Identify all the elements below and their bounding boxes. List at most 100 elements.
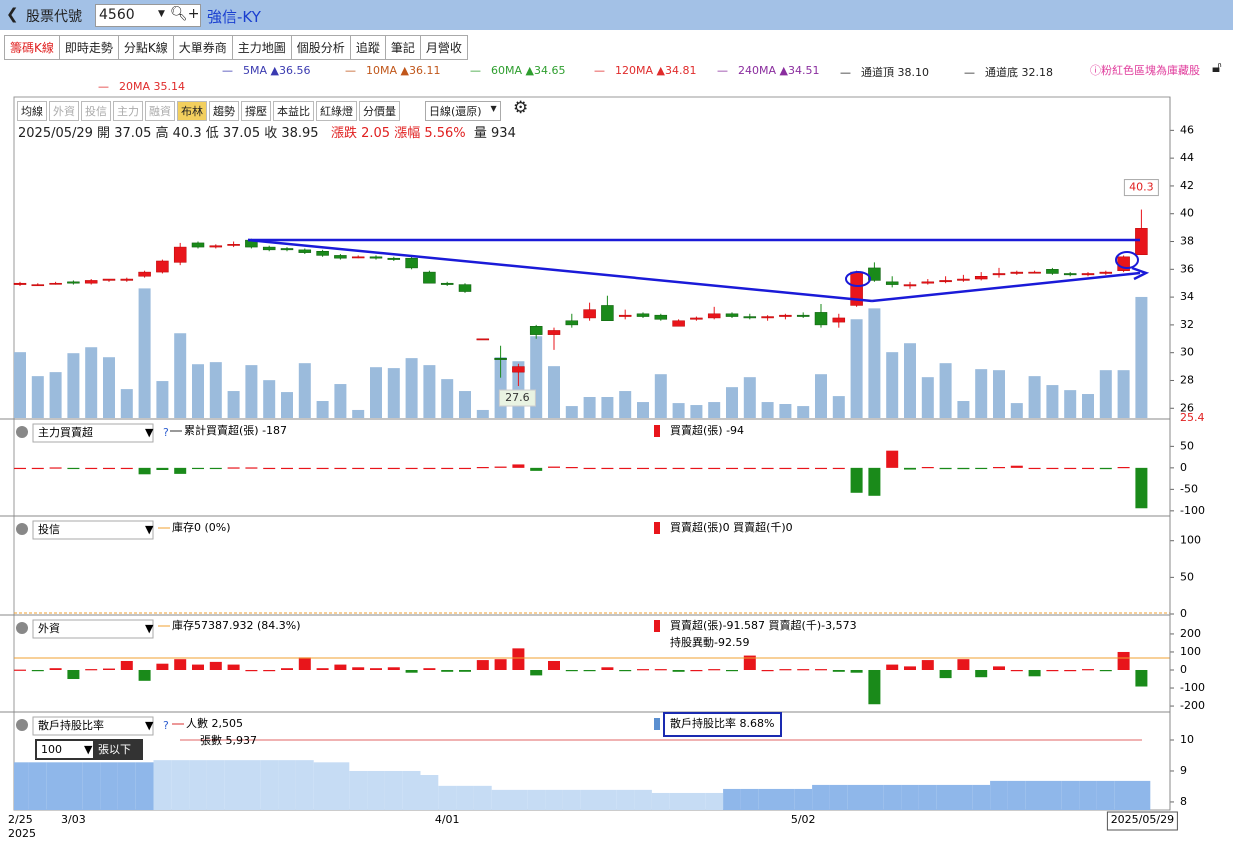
period-select[interactable]: 日線(還原) ▼: [425, 101, 501, 121]
toolbar-button[interactable]: 趨勢: [209, 101, 239, 121]
tab[interactable]: 分點K線: [117, 35, 173, 60]
volume-layer: [14, 288, 1148, 418]
volume-bar: [1099, 370, 1112, 418]
bar: [459, 467, 471, 470]
bar: [31, 467, 44, 470]
candle-body: [601, 305, 614, 321]
area-step: [100, 762, 118, 810]
bar: [103, 467, 115, 470]
candle-body: [423, 271, 436, 284]
settings-icon[interactable]: ⚙: [513, 98, 529, 118]
toolbar-button[interactable]: 撐壓: [241, 101, 271, 121]
bar: [921, 466, 934, 469]
y-tick-label: 42: [1180, 179, 1194, 192]
legend-dash: —: [470, 64, 481, 77]
search-icon[interactable]: 🔍︎+: [170, 6, 200, 22]
bar: [619, 669, 632, 672]
area-step: [883, 784, 902, 810]
panel-legend: 買賣超(張) -94: [670, 423, 744, 437]
candle-body: [796, 314, 810, 317]
toolbar-button[interactable]: 主力: [113, 101, 143, 121]
area-step: [990, 780, 1008, 810]
candle-body: [672, 320, 685, 327]
panel-select[interactable]: [32, 619, 154, 639]
filter-select[interactable]: [37, 741, 93, 758]
candle-body: [405, 257, 418, 269]
bar: [690, 467, 703, 470]
bar: [939, 467, 952, 470]
chart-frame: [13, 96, 1171, 811]
area-step: [651, 792, 670, 810]
tab-bar: 籌碼K線 即時走勢 分點K線 大單券商 主力地圖 個股分析 追蹤 筆記 月營收: [4, 35, 468, 60]
area-step: [598, 789, 617, 810]
tab[interactable]: 籌碼K線: [4, 35, 59, 60]
toolbar-button[interactable]: 外資: [49, 101, 79, 121]
toolbar-button[interactable]: 均線: [17, 101, 47, 121]
volume-bar: [761, 402, 774, 418]
bar: [138, 467, 151, 475]
bar: [174, 659, 187, 670]
panel-select[interactable]: [32, 423, 154, 443]
code-input[interactable]: 4560 ▼ 🔍︎+: [95, 4, 201, 27]
code-label: 股票代號: [26, 9, 82, 25]
volume-bar: [370, 367, 382, 418]
candle-body: [1046, 269, 1059, 274]
tab[interactable]: 主力地圖: [231, 35, 291, 60]
candle-body: [351, 256, 365, 259]
legend-text: 20MA 35.14: [119, 80, 185, 93]
bar: [476, 660, 489, 670]
candle-body: [885, 281, 899, 285]
toolbar-button[interactable]: 分價量: [359, 101, 400, 121]
legend-dash: —: [98, 80, 109, 93]
bar: [993, 666, 1005, 670]
tab[interactable]: 月營收: [419, 35, 468, 60]
area-step: [1114, 780, 1133, 810]
legend-text: 240MA ▲34.51: [738, 64, 820, 77]
panel-legend: 散戶持股比率 8.68%: [670, 716, 774, 730]
toolbar-button[interactable]: 本益比: [273, 101, 314, 121]
panel-select[interactable]: [32, 520, 154, 540]
legend-icon: [654, 718, 660, 730]
volume-bar: [1064, 390, 1077, 418]
candle-body: [13, 282, 27, 285]
panel-select[interactable]: [32, 716, 154, 736]
volume-bar: [690, 405, 703, 418]
bar: [1135, 467, 1148, 509]
tab[interactable]: 追蹤: [349, 35, 385, 60]
volume-bar: [743, 377, 756, 418]
bar: [263, 467, 276, 470]
area-step: [64, 762, 83, 810]
period-label: 日線(還原): [429, 105, 482, 118]
candle-body: [761, 316, 774, 319]
tab[interactable]: 即時走勢: [58, 35, 118, 60]
bar: [316, 668, 329, 670]
tab[interactable]: 大單券商: [172, 35, 232, 60]
area-step: [1079, 780, 1097, 810]
y-tick-label: 50: [1180, 570, 1194, 583]
toolbar-button[interactable]: 布林: [177, 101, 207, 121]
bar: [14, 669, 26, 671]
volume-bar: [815, 374, 827, 418]
area-step: [509, 789, 528, 810]
candle-body: [1063, 273, 1077, 276]
tab[interactable]: 個股分析: [290, 35, 350, 60]
volume-bar: [548, 366, 560, 418]
bar: [815, 669, 827, 671]
bar: [904, 467, 916, 470]
back-button[interactable]: ❮: [6, 5, 19, 23]
filter-value: 100: [41, 743, 62, 756]
bar: [1064, 669, 1077, 672]
tab[interactable]: 筆記: [384, 35, 420, 60]
lock-icon[interactable]: 🔓︎: [1212, 58, 1222, 76]
area-step: [278, 760, 296, 810]
y-tick-label: 26: [1180, 401, 1194, 414]
toolbar-button[interactable]: 紅綠燈: [316, 101, 357, 121]
candle-body: [1135, 228, 1148, 255]
toolbar-button[interactable]: 融資: [145, 101, 175, 121]
candle-body: [939, 280, 952, 283]
legend-dash: —: [717, 64, 728, 77]
area-step: [82, 762, 101, 810]
bar: [352, 467, 365, 470]
toolbar-button[interactable]: 投信: [81, 101, 111, 121]
y-tick-label: 10: [1180, 733, 1194, 746]
